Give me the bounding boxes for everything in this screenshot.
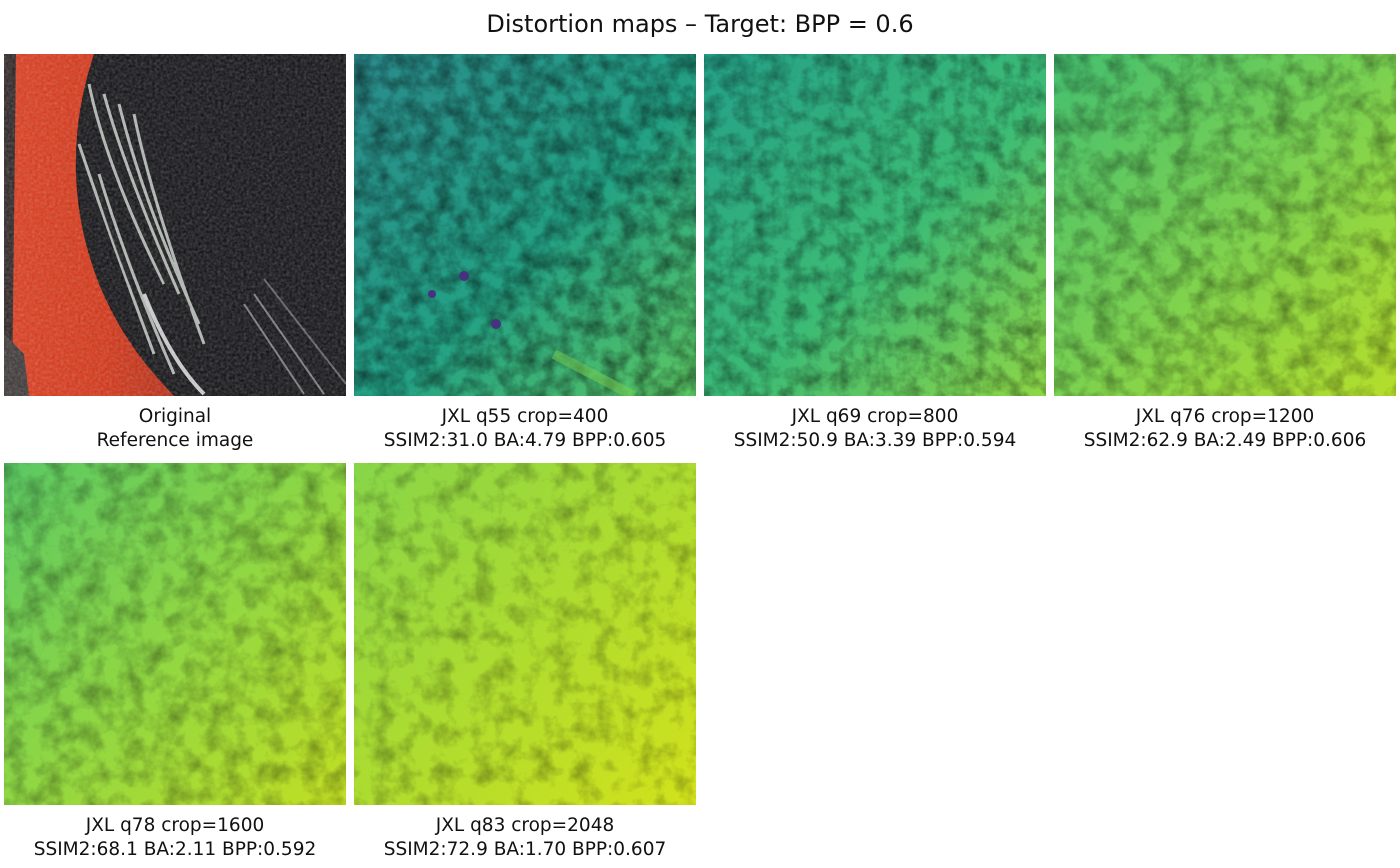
caption-line2: Reference image bbox=[96, 430, 254, 451]
original-image bbox=[4, 54, 346, 396]
caption-line2: SSIM2:62.9 BA:2.49 BPP:0.606 bbox=[1083, 430, 1367, 451]
caption-q55: JXL q55 crop=400 SSIM2:31.0 BA:4.79 BPP:… bbox=[354, 405, 696, 453]
caption-line1: JXL q55 crop=400 bbox=[441, 406, 609, 427]
caption-line1: JXL q78 crop=1600 bbox=[85, 815, 265, 836]
distortion-map-q83 bbox=[354, 463, 696, 805]
distortion-map-q55 bbox=[354, 54, 696, 396]
caption-line1: JXL q69 crop=800 bbox=[791, 406, 959, 427]
caption-q78: JXL q78 crop=1600 SSIM2:68.1 BA:2.11 BPP… bbox=[4, 814, 346, 862]
caption-line1: JXL q83 crop=2048 bbox=[435, 815, 615, 836]
distortion-map-q69 bbox=[704, 54, 1046, 396]
caption-q83: JXL q83 crop=2048 SSIM2:72.9 BA:1.70 BPP… bbox=[354, 814, 696, 862]
caption-line2: SSIM2:72.9 BA:1.70 BPP:0.607 bbox=[383, 839, 667, 860]
caption-q69: JXL q69 crop=800 SSIM2:50.9 BA:3.39 BPP:… bbox=[704, 405, 1046, 453]
caption-line1: JXL q76 crop=1200 bbox=[1135, 406, 1315, 427]
figure-title: Distortion maps – Target: BPP = 0.6 bbox=[486, 10, 914, 38]
distortion-map-q78 bbox=[4, 463, 346, 805]
caption-line1: Original bbox=[138, 406, 212, 427]
caption-line2: SSIM2:68.1 BA:2.11 BPP:0.592 bbox=[33, 839, 317, 860]
bird-feather-image bbox=[4, 54, 346, 396]
caption-original: Original Reference image bbox=[4, 405, 346, 453]
caption-line2: SSIM2:31.0 BA:4.79 BPP:0.605 bbox=[383, 430, 667, 451]
caption-line2: SSIM2:50.9 BA:3.39 BPP:0.594 bbox=[733, 430, 1017, 451]
caption-q76: JXL q76 crop=1200 SSIM2:62.9 BA:2.49 BPP… bbox=[1054, 405, 1396, 453]
distortion-map-q76 bbox=[1054, 54, 1396, 396]
